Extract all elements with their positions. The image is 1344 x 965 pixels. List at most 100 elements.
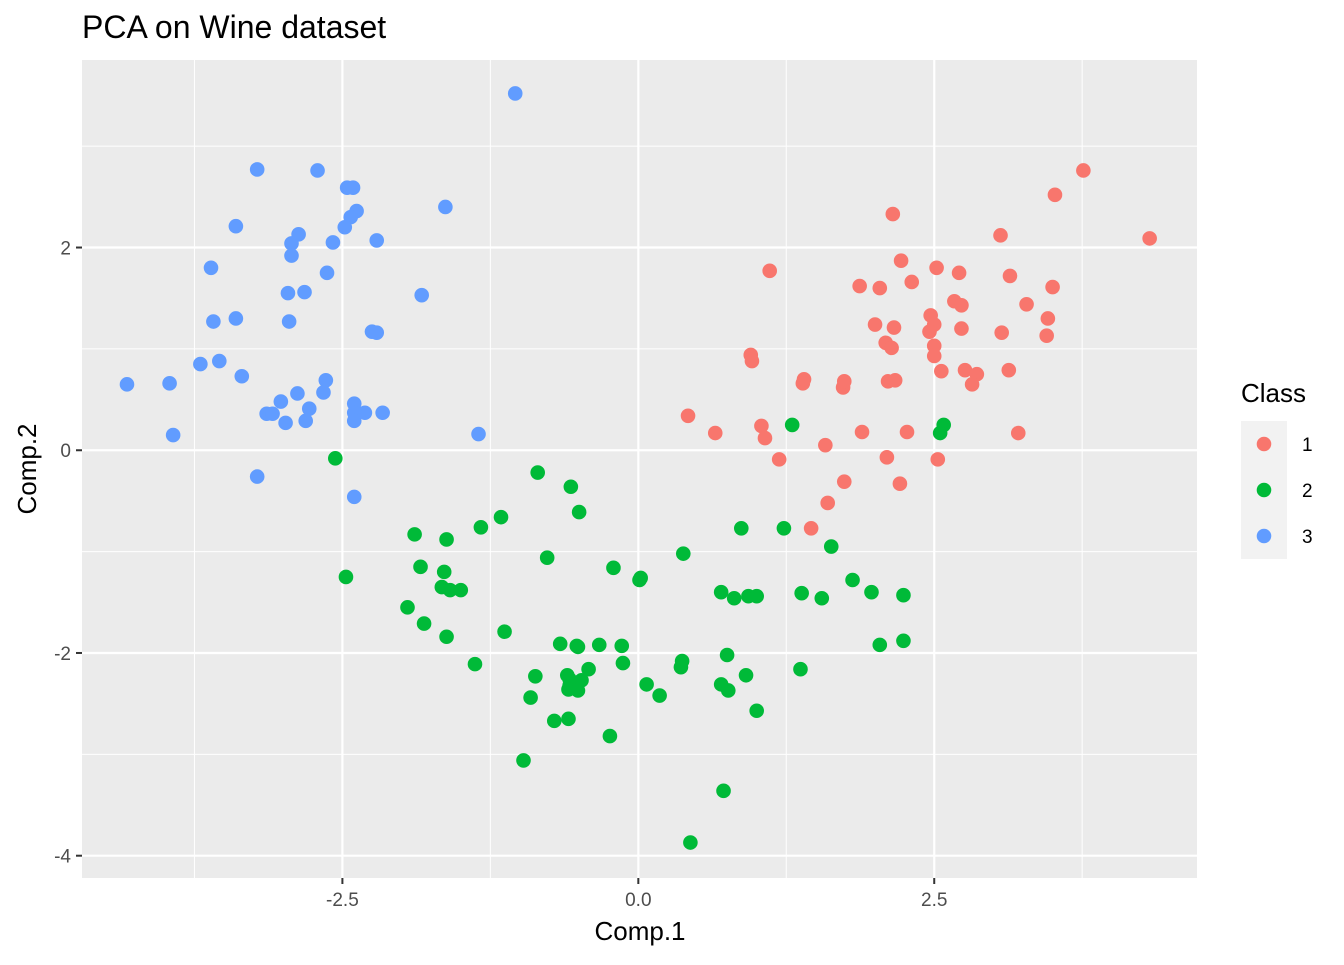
data-point-class-1 — [872, 280, 888, 296]
data-point-class-1 — [836, 374, 852, 389]
data-point-class-3 — [284, 236, 299, 251]
legend-label-class-2: 2 — [1302, 481, 1313, 502]
data-point-class-3 — [345, 180, 361, 196]
data-point-class-2 — [530, 465, 546, 480]
data-point-class-1 — [796, 371, 812, 387]
data-point-class-1 — [926, 338, 942, 354]
data-point-class-3 — [318, 373, 334, 388]
data-point-class-2 — [400, 600, 415, 615]
data-point-class-2 — [570, 639, 586, 655]
data-point-class-2 — [615, 655, 631, 671]
data-point-class-2 — [896, 633, 911, 649]
data-point-class-1 — [993, 228, 1008, 243]
data-point-class-1 — [885, 206, 901, 222]
data-point-class-1 — [884, 340, 899, 356]
data-point-class-3 — [316, 385, 331, 400]
data-point-class-2 — [497, 624, 512, 639]
series-class-1 — [680, 163, 1157, 536]
data-point-class-2 — [570, 683, 586, 698]
minor-gridlines — [82, 60, 1197, 878]
data-point-class-3 — [337, 219, 353, 235]
data-point-class-1 — [1001, 362, 1017, 378]
data-point-class-1 — [680, 408, 696, 424]
data-point-class-1 — [744, 353, 760, 369]
data-point-class-1 — [887, 373, 903, 388]
data-point-class-2 — [436, 564, 452, 580]
data-point-class-1 — [899, 424, 915, 440]
data-point-class-3 — [206, 314, 221, 329]
data-point-class-1 — [1142, 231, 1157, 246]
data-point-class-1 — [926, 348, 942, 364]
data-point-class-2 — [467, 656, 483, 672]
data-point-class-3 — [471, 426, 486, 442]
data-point-class-1 — [1039, 328, 1054, 344]
data-point-class-3 — [203, 260, 219, 276]
data-point-class-1 — [922, 324, 937, 339]
data-point-class-2 — [416, 616, 432, 631]
data-point-class-3 — [119, 377, 135, 392]
data-point-class-2 — [563, 479, 579, 495]
data-point-class-3 — [507, 86, 523, 101]
data-point-class-3 — [234, 368, 250, 384]
major-gridlines — [82, 60, 1197, 878]
data-point-class-2 — [639, 677, 654, 692]
data-point-class-2 — [552, 636, 568, 652]
x-tick-label: 2.5 — [921, 890, 947, 911]
data-point-class-1 — [818, 437, 833, 453]
data-point-class-1 — [892, 476, 908, 491]
data-point-class-2 — [864, 584, 879, 600]
data-point-class-3 — [357, 405, 373, 421]
data-point-class-2 — [439, 629, 454, 645]
data-point-class-1 — [964, 377, 980, 392]
data-point-class-2 — [896, 587, 911, 603]
data-point-class-1 — [934, 363, 949, 379]
data-point-class-3 — [438, 199, 453, 215]
data-point-class-2 — [493, 509, 509, 525]
data-point-class-2 — [713, 584, 729, 600]
data-point-class-1 — [930, 452, 946, 467]
data-point-class-2 — [793, 661, 808, 677]
data-point-class-2 — [614, 638, 630, 654]
data-point-class-1 — [879, 450, 895, 465]
series-class-3 — [119, 86, 523, 505]
data-point-class-2 — [733, 520, 749, 536]
data-point-class-3 — [290, 386, 305, 401]
data-point-class-2 — [571, 504, 587, 520]
legend-key-class-2 — [1256, 482, 1272, 498]
data-point-class-3 — [346, 489, 362, 505]
data-point-class-3 — [319, 265, 335, 281]
data-point-class-2 — [683, 835, 698, 850]
data-point-class-1 — [867, 317, 883, 332]
data-point-class-2 — [749, 588, 764, 604]
data-point-class-3 — [165, 427, 181, 443]
data-point-class-2 — [516, 753, 531, 768]
data-point-class-1 — [954, 297, 969, 313]
y-axis-label: Comp.2 — [12, 423, 42, 514]
data-point-class-3 — [193, 356, 208, 372]
data-point-class-3 — [325, 235, 341, 250]
data-point-class-1 — [954, 321, 969, 336]
legend-key-class-3 — [1256, 528, 1272, 544]
legend-key-class-1 — [1256, 436, 1272, 452]
data-point-class-2 — [720, 683, 736, 698]
data-point-class-2 — [606, 560, 621, 576]
y-tick-label: 0 — [60, 441, 71, 462]
data-point-class-3 — [297, 284, 312, 300]
data-point-class-2 — [539, 550, 555, 565]
data-point-class-1 — [1010, 425, 1026, 441]
data-point-class-1 — [762, 263, 778, 279]
data-point-class-2 — [581, 661, 596, 677]
data-point-class-1 — [893, 253, 909, 268]
data-point-class-2 — [328, 451, 343, 466]
data-point-class-1 — [886, 320, 902, 335]
legend-items: 1 2 3 — [1256, 435, 1313, 548]
data-point-class-3 — [369, 325, 385, 340]
x-axis-ticks: -2.5 0.0 2.5 — [326, 878, 947, 911]
data-point-class-3 — [228, 311, 244, 326]
data-point-class-2 — [823, 539, 839, 554]
data-point-class-2 — [528, 668, 543, 684]
data-point-class-2 — [814, 590, 830, 606]
data-point-class-2 — [473, 519, 489, 535]
data-point-class-2 — [453, 582, 469, 598]
data-point-class-1 — [904, 274, 920, 290]
